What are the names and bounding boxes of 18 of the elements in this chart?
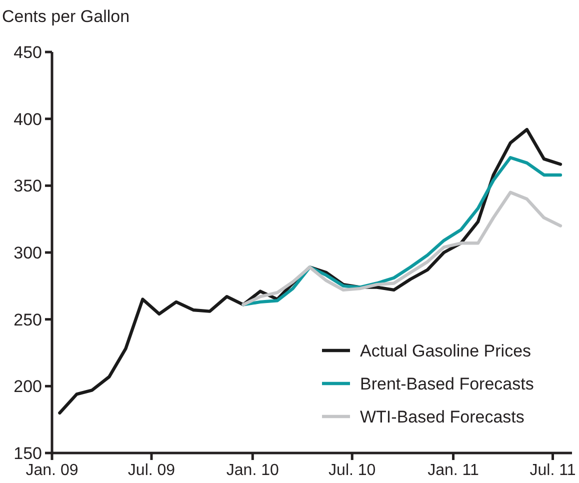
y-tick-label: 300 bbox=[14, 243, 42, 262]
y-tick-label: 200 bbox=[14, 377, 42, 396]
legend-label: Actual Gasoline Prices bbox=[360, 341, 532, 360]
x-tick-label: Jul. 11 bbox=[530, 462, 576, 479]
x-tick-label: Jul. 09 bbox=[128, 462, 176, 479]
legend-label: WTI-Based Forecasts bbox=[360, 407, 524, 426]
y-tick-label: 350 bbox=[14, 176, 42, 196]
x-tick-label: Jan. 11 bbox=[428, 462, 480, 479]
y-axis-title: Cents per Gallon bbox=[2, 7, 130, 26]
x-tick-label: Jan. 09 bbox=[26, 462, 78, 479]
y-tick-label: 250 bbox=[14, 310, 42, 330]
y-tick-label: 150 bbox=[14, 444, 42, 463]
x-tick-label: Jul. 10 bbox=[328, 462, 376, 479]
x-tick-label: Jan. 10 bbox=[226, 462, 279, 479]
y-tick-label: 400 bbox=[14, 110, 42, 129]
line-series bbox=[242, 190, 562, 306]
y-tick-label: 450 bbox=[14, 42, 42, 62]
legend-label: Brent-Based Forecasts bbox=[360, 374, 534, 394]
